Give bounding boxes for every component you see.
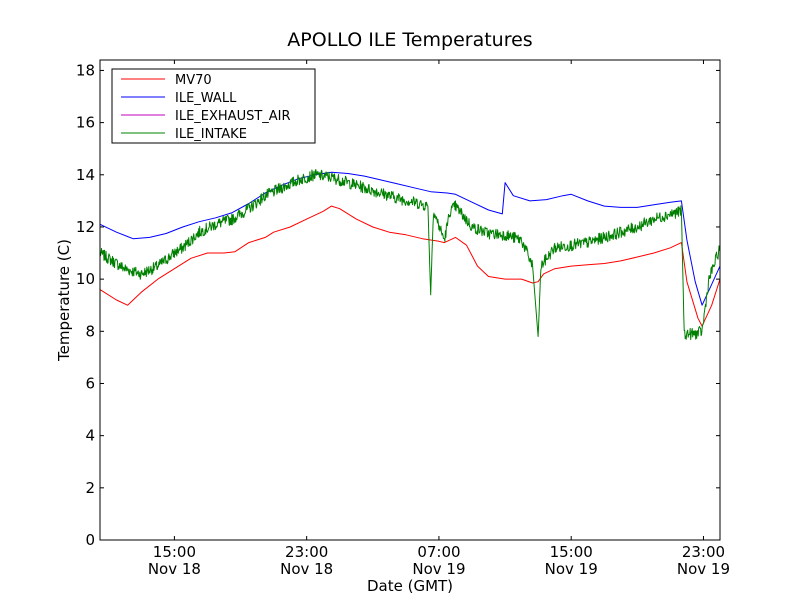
series-layer bbox=[99, 169, 721, 341]
y-tick-label: 6 bbox=[85, 374, 95, 392]
x-tick-label-time: 15:00 bbox=[550, 543, 593, 561]
y-tick-label: 18 bbox=[76, 61, 95, 79]
legend-label: MV70 bbox=[175, 73, 212, 88]
y-tick-label: 2 bbox=[85, 479, 95, 497]
y-axis: 0 2 4 6 8 10 12 14 16 18 bbox=[76, 61, 720, 549]
y-tick-label: 14 bbox=[76, 166, 95, 184]
x-tick-label-date: Nov 19 bbox=[412, 560, 465, 578]
x-tick-label-time: 23:00 bbox=[285, 543, 328, 561]
x-tick-label-date: Nov 18 bbox=[148, 560, 201, 578]
y-tick-label: 12 bbox=[76, 218, 95, 236]
legend-label: ILE_WALL bbox=[175, 91, 237, 106]
legend-box bbox=[111, 68, 316, 144]
x-tick-label-date: Nov 19 bbox=[545, 560, 598, 578]
series-line-ile-intake bbox=[99, 169, 721, 341]
chart-title: APOLLO ILE Temperatures bbox=[287, 29, 532, 51]
x-tick-label-time: 07:00 bbox=[417, 543, 460, 561]
x-tick-label-date: Nov 18 bbox=[280, 560, 333, 578]
x-tick-label-date: Nov 19 bbox=[677, 560, 730, 578]
y-tick-label: 8 bbox=[85, 322, 95, 340]
legend-entries: MV70 ILE_WALL ILE_EXHAUST_AIR ILE_INTAKE bbox=[121, 73, 291, 142]
x-axis-title: Date (GMT) bbox=[367, 577, 453, 595]
x-tick-label-time: 23:00 bbox=[682, 543, 725, 561]
y-tick-label: 4 bbox=[85, 427, 95, 445]
y-tick-label: 10 bbox=[76, 270, 95, 288]
series-line-ile-wall bbox=[99, 171, 721, 306]
y-tick-label: 0 bbox=[85, 531, 95, 549]
legend-label: ILE_INTAKE bbox=[175, 127, 247, 142]
y-axis-title: Temperature (C) bbox=[55, 239, 73, 362]
legend: MV70 ILE_WALL ILE_EXHAUST_AIR ILE_INTAKE bbox=[111, 68, 316, 144]
series-line-mv70 bbox=[99, 205, 721, 327]
plot-frame bbox=[99, 59, 721, 541]
y-tick-label: 16 bbox=[76, 114, 95, 132]
x-tick-label-time: 15:00 bbox=[153, 543, 196, 561]
legend-label: ILE_EXHAUST_AIR bbox=[175, 109, 291, 124]
